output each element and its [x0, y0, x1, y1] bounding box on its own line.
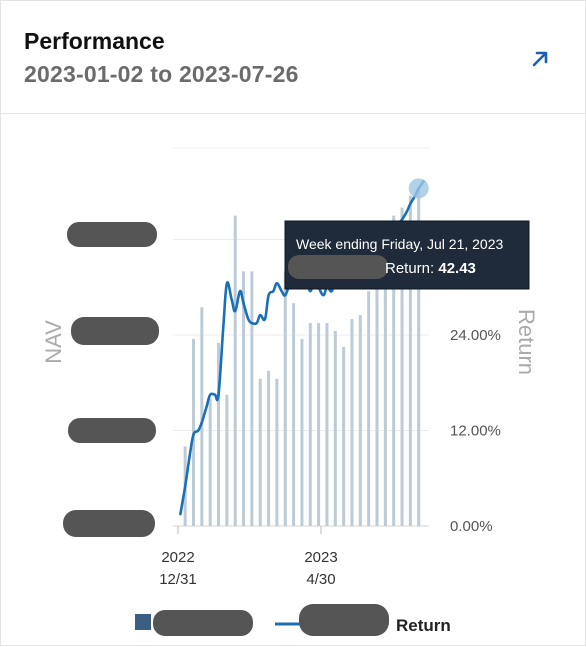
bar [208, 398, 212, 526]
external-arrow-icon[interactable] [528, 47, 552, 71]
tooltip-date: Week ending Friday, Jul 21, 2023 [296, 236, 503, 252]
legend-return-label[interactable]: Return [396, 616, 451, 635]
bar [250, 271, 254, 526]
right-tick-label: 24.00% [450, 327, 501, 344]
bar [317, 323, 321, 526]
bar [375, 275, 379, 526]
card-title: Performance [24, 28, 165, 54]
bar [308, 323, 312, 526]
right-axis-title: Return [514, 309, 539, 375]
bar [350, 319, 354, 526]
right-tick-label: 0.00% [450, 518, 493, 535]
bar [258, 378, 262, 526]
bar [383, 223, 387, 526]
chart-legend: Return [135, 604, 451, 636]
x-tick-label-year: 2023 [304, 549, 337, 566]
bar [225, 394, 229, 526]
x-tick-label-date: 4/30 [306, 571, 335, 588]
left-axis-redactions [63, 222, 159, 537]
bar [242, 271, 246, 526]
legend-bar-swatch[interactable] [135, 614, 151, 630]
left-axis-title: NAV [41, 320, 66, 364]
chart-tooltip: Week ending Friday, Jul 21, 2023 Return:… [284, 220, 530, 290]
bar [400, 207, 404, 526]
x-tick-label-date: 12/31 [159, 571, 197, 588]
redacted-tick-label [71, 317, 159, 345]
bar [333, 331, 337, 526]
bar [392, 215, 396, 526]
date-range: 2023-01-02 to 2023-07-26 [24, 61, 299, 87]
performance-chart: NAV Return 0.00%12.00%24.00% 202212/3120… [41, 147, 539, 636]
bar [358, 315, 362, 526]
bar [275, 378, 279, 526]
bar [367, 291, 371, 526]
redacted-tooltip-label [288, 255, 388, 279]
bar [325, 323, 329, 526]
bar [408, 195, 412, 526]
tooltip-return-label: Return: [385, 260, 438, 277]
tooltip-return: Return: 42.43 [385, 260, 476, 277]
bar [233, 215, 237, 526]
right-tick-label: 12.00% [450, 423, 501, 440]
card-header: Performance 2023-01-02 to 2023-07-26 [1, 1, 585, 114]
redacted-legend-label [299, 604, 389, 636]
redacted-tick-label [68, 418, 156, 443]
hover-point-marker[interactable] [408, 178, 429, 199]
x-tick-label-year: 2022 [161, 549, 194, 566]
bar [283, 271, 287, 526]
right-axis-ticks: 0.00% 12.00% 24.00% [450, 327, 501, 535]
bar [292, 303, 296, 526]
redacted-tick-label [67, 222, 157, 247]
bar [267, 370, 271, 526]
redacted-tick-label [63, 510, 155, 537]
x-axis-ticks: 2022 12/31 2023 4/30 [159, 526, 338, 588]
tooltip-return-value: 42.43 [438, 260, 476, 277]
bar [217, 342, 221, 526]
bar [300, 338, 304, 526]
redacted-legend-label [153, 610, 253, 636]
bar [417, 188, 421, 526]
bar [342, 346, 346, 526]
bar [200, 307, 204, 526]
